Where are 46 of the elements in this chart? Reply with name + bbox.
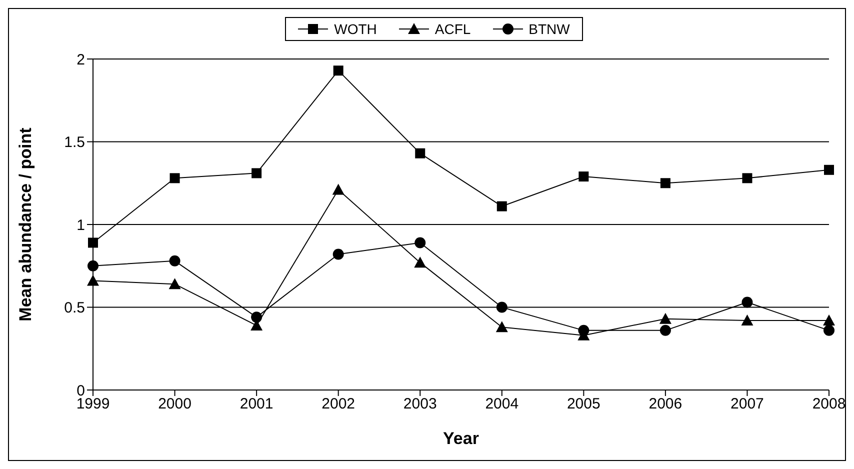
legend-label: WOTH	[334, 21, 377, 37]
point	[415, 148, 426, 158]
point	[168, 278, 181, 290]
point	[742, 173, 752, 184]
legend-label: BTNW	[528, 21, 570, 37]
point	[332, 184, 344, 195]
point	[824, 164, 834, 175]
point	[578, 324, 590, 336]
point	[87, 274, 99, 286]
y-axis-title: Mean abundance / point	[16, 127, 36, 322]
point	[742, 296, 753, 308]
point	[251, 312, 262, 323]
x-tick-label: 2005	[566, 396, 600, 413]
point	[88, 238, 98, 248]
x-tick-label: 2006	[648, 396, 682, 413]
point	[414, 256, 426, 268]
x-tick-label: 2000	[158, 396, 192, 413]
x-tick-label: 2003	[403, 396, 437, 413]
point	[659, 312, 672, 324]
point	[88, 260, 98, 272]
legend-label: ACFL	[434, 21, 471, 37]
x-tick-label: 2008	[812, 396, 846, 413]
x-tick-label: 2007	[730, 396, 764, 413]
point	[332, 248, 344, 260]
x-tick-label: 2002	[322, 396, 356, 413]
point	[414, 237, 426, 248]
point	[496, 321, 508, 332]
y-tick-label: 1	[76, 216, 85, 234]
y-tick-label: 1.5	[64, 134, 85, 152]
y-tick-label: 0.5	[64, 300, 85, 317]
point	[170, 173, 180, 184]
point	[252, 168, 262, 178]
x-tick-label: 2001	[240, 396, 274, 413]
point	[333, 66, 344, 76]
point	[169, 255, 180, 266]
x-axis-title: Year	[443, 429, 480, 448]
point	[660, 178, 670, 188]
point	[578, 172, 589, 182]
point	[496, 302, 508, 313]
point	[660, 324, 671, 336]
point	[496, 201, 507, 212]
point	[823, 314, 835, 326]
y-tick-label: 2	[76, 51, 85, 68]
point	[741, 314, 754, 326]
point	[824, 324, 834, 336]
x-tick-label: 2004	[485, 396, 519, 413]
